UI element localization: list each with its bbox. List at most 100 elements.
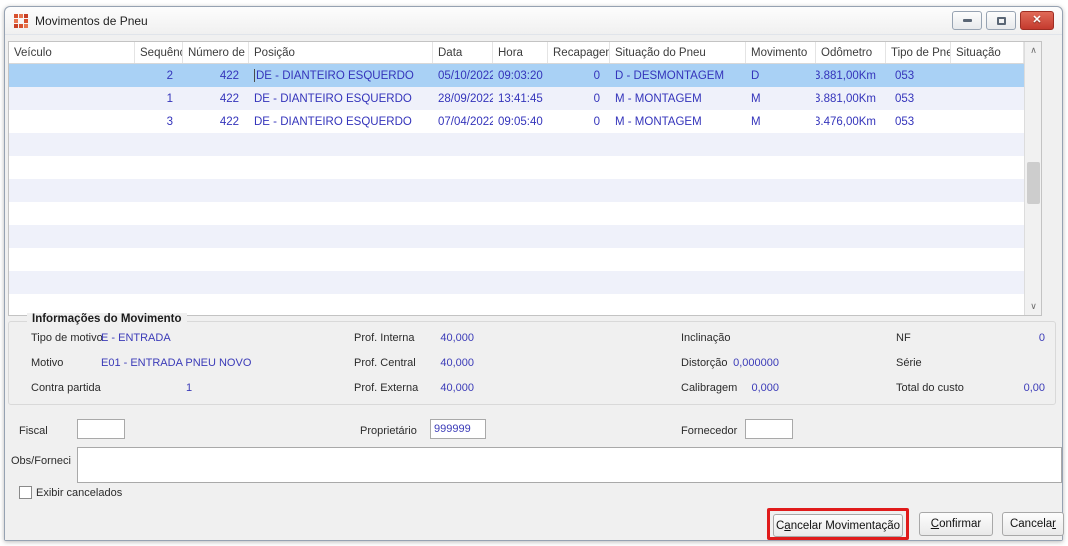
- proprietario-label: Proprietário: [360, 425, 417, 437]
- movimentos-de-pneu-window: Movimentos de Pneu ✕ Veículo Sequência N…: [4, 6, 1064, 541]
- cell-situacao: [951, 110, 1024, 133]
- table-row-empty: [9, 156, 1024, 179]
- table-row-empty: [9, 225, 1024, 248]
- column-header-data[interactable]: Data: [433, 42, 493, 63]
- cell-data: 07/04/2022: [438, 115, 493, 128]
- groupbox-title: Informações do Movimento: [27, 313, 187, 325]
- obs-forneci-field[interactable]: [77, 447, 1062, 483]
- cell-hora: 09:03:20: [498, 69, 543, 82]
- column-header-recapagem[interactable]: Recapagem: [548, 42, 610, 63]
- contra-partida-label: Contra partida: [31, 382, 101, 394]
- serie-label: Série: [896, 357, 922, 369]
- tipo-de-motivo-label: Tipo de motivo: [31, 332, 103, 344]
- fiscal-field[interactable]: [77, 419, 125, 439]
- cell-odometro: 3.881,00Km: [816, 92, 876, 105]
- cell-tipo-de-pneu: 053: [895, 115, 915, 128]
- grid-rows: Veículo Sequência Número de Fogo Posição…: [9, 42, 1024, 315]
- column-header-movimento[interactable]: Movimento: [746, 42, 816, 63]
- calibragem-label: Calibragem: [681, 382, 738, 394]
- scrollbar-thumb[interactable]: [1027, 162, 1040, 204]
- cell-situacao: [951, 64, 1024, 87]
- cell-situacao-do-pneu: M - MONTAGEM: [615, 115, 702, 128]
- prof-externa-label: Prof. Externa: [354, 382, 419, 394]
- prof-interna-value: 40,000: [440, 332, 474, 344]
- grid-header-row: Veículo Sequência Número de Fogo Posição…: [9, 42, 1024, 64]
- proprietario-field[interactable]: [430, 419, 486, 439]
- cell-data: 28/09/2022: [438, 92, 493, 105]
- exibir-cancelados-label: Exibir cancelados: [36, 487, 123, 499]
- cell-situacao-do-pneu: M - MONTAGEM: [615, 92, 702, 105]
- table-row-empty: [9, 271, 1024, 294]
- fiscal-label: Fiscal: [19, 425, 48, 437]
- vertical-scrollbar[interactable]: ∧ ∨: [1024, 42, 1041, 315]
- maximize-icon: [996, 16, 1006, 25]
- column-header-situacao-do-pneu[interactable]: Situação do Pneu: [610, 42, 746, 63]
- cell-hora: 09:05:40: [498, 115, 543, 128]
- cell-odometro: 3.476,00Km: [816, 115, 876, 128]
- cell-posicao-editor[interactable]: DE - DIANTEIRO ESQUERDO: [254, 69, 414, 82]
- table-row[interactable]: 1 422 DE - DIANTEIRO ESQUERDO 28/09/2022…: [9, 87, 1024, 110]
- fornecedor-label: Fornecedor: [681, 425, 738, 437]
- window-controls: ✕: [952, 11, 1054, 30]
- cell-numero-de-fogo: 422: [219, 92, 239, 105]
- column-header-posicao[interactable]: Posição: [249, 42, 433, 63]
- total-do-custo-label: Total do custo: [896, 382, 964, 394]
- cancelar-button[interactable]: Cancelar: [1002, 512, 1064, 536]
- column-header-numero-de-fogo[interactable]: Número de Fogo: [183, 42, 249, 63]
- table-row-selected[interactable]: 2 422 DE - DIANTEIRO ESQUERDO 05/10/2022…: [9, 64, 1024, 87]
- cell-tipo-de-pneu: 053: [895, 92, 915, 105]
- exibir-cancelados-checkbox[interactable]: [19, 486, 32, 499]
- cell-movimento: M: [751, 92, 761, 105]
- obs-forneci-label: Obs/Forneci: [11, 455, 71, 467]
- prof-central-value: 40,000: [440, 357, 474, 369]
- cell-situacao-do-pneu: D - DESMONTAGEM: [615, 69, 725, 82]
- motivo-label: Motivo: [31, 357, 64, 369]
- distorcao-label: Distorção: [681, 357, 728, 369]
- cell-hora: 13:41:45: [498, 92, 543, 105]
- close-button[interactable]: ✕: [1020, 11, 1054, 30]
- table-row[interactable]: 3 422 DE - DIANTEIRO ESQUERDO 07/04/2022…: [9, 110, 1024, 133]
- movement-info-groupbox: Informações do Movimento Tipo de motivo …: [8, 313, 1056, 405]
- cell-numero-de-fogo: 422: [219, 115, 239, 128]
- column-header-odometro[interactable]: Odômetro: [816, 42, 886, 63]
- cell-tipo-de-pneu: 053: [895, 69, 915, 82]
- window-content: Veículo Sequência Número de Fogo Posição…: [5, 36, 1064, 540]
- cell-odometro: 3.881,00Km: [816, 69, 876, 82]
- tipo-de-motivo-value: E - ENTRADA: [101, 332, 171, 344]
- window-title: Movimentos de Pneu: [35, 14, 148, 28]
- confirmar-button[interactable]: Confirmar: [919, 512, 993, 536]
- cancelar-movimentacao-button[interactable]: Cancelar Movimentação: [773, 514, 903, 537]
- column-header-veiculo[interactable]: Veículo: [9, 42, 135, 63]
- titlebar[interactable]: Movimentos de Pneu ✕: [5, 7, 1062, 35]
- scroll-up-icon[interactable]: ∧: [1030, 45, 1037, 55]
- motivo-value: E01 - ENTRADA PNEU NOVO: [101, 357, 252, 369]
- fornecedor-field[interactable]: [745, 419, 793, 439]
- minimize-button[interactable]: [952, 11, 982, 30]
- cell-sequencia: 1: [166, 92, 173, 105]
- table-row-empty: [9, 133, 1024, 156]
- cell-recapagem: 0: [593, 92, 600, 105]
- cell-situacao: [951, 87, 1024, 110]
- column-header-sequencia[interactable]: Sequência: [135, 42, 183, 63]
- cell-sequencia: 2: [166, 69, 173, 82]
- cell-posicao: DE - DIANTEIRO ESQUERDO: [254, 92, 412, 105]
- minimize-icon: [962, 19, 972, 22]
- total-do-custo-value: 0,00: [1023, 382, 1045, 394]
- close-icon: ✕: [1032, 14, 1042, 26]
- contra-partida-value: 1: [186, 382, 193, 394]
- column-header-situacao[interactable]: Situação: [951, 42, 1024, 63]
- cell-veiculo: [9, 64, 135, 87]
- cell-veiculo: [9, 110, 135, 133]
- table-row-empty: [9, 202, 1024, 225]
- table-row-empty: [9, 294, 1024, 315]
- cell-movimento: M: [751, 115, 761, 128]
- cell-movimento: D: [751, 69, 760, 82]
- table-row-empty: [9, 248, 1024, 271]
- nf-label: NF: [896, 332, 911, 344]
- scroll-down-icon[interactable]: ∨: [1030, 301, 1037, 311]
- column-header-hora[interactable]: Hora: [493, 42, 548, 63]
- calibragem-value: 0,000: [751, 382, 779, 394]
- inclinacao-label: Inclinação: [681, 332, 731, 344]
- maximize-button[interactable]: [986, 11, 1016, 30]
- column-header-tipo-de-pneu[interactable]: Tipo de Pneu: [886, 42, 951, 63]
